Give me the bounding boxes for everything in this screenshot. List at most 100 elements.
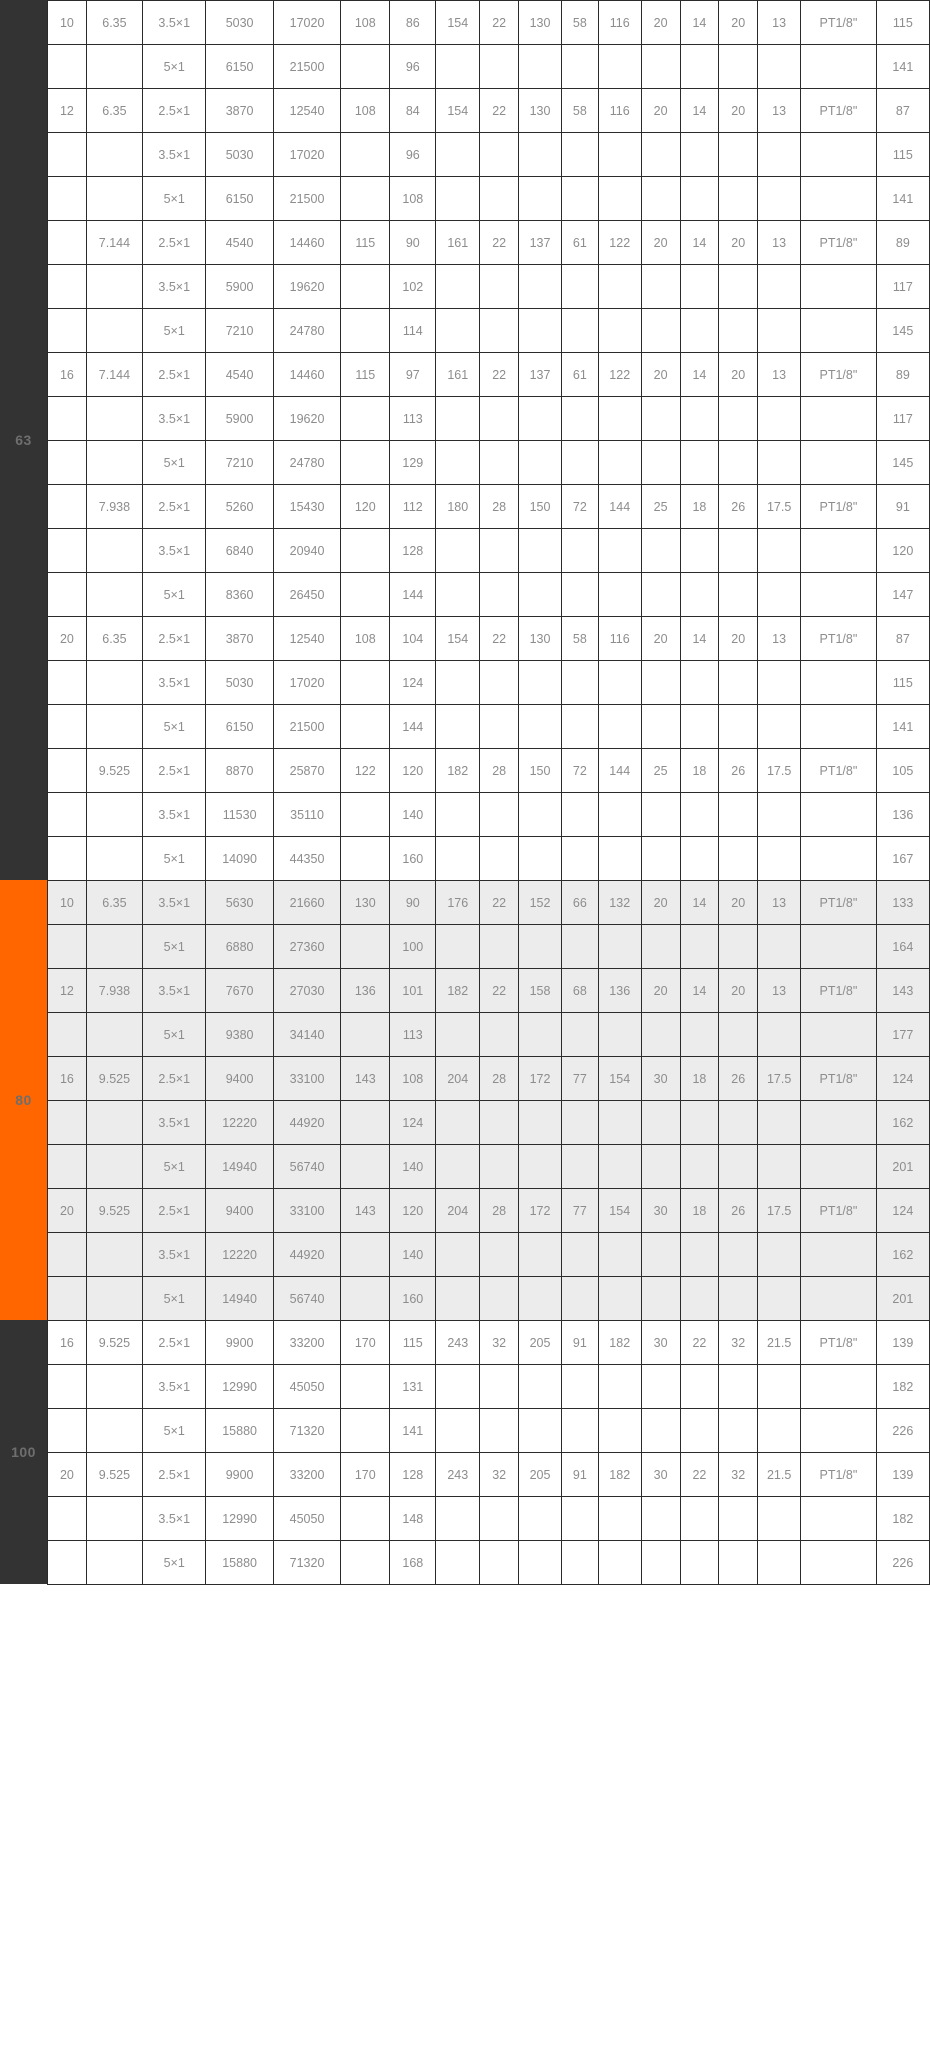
table-cell: 6.35	[85, 616, 144, 661]
table-cell	[757, 792, 802, 837]
table-cell: 162	[875, 1232, 930, 1277]
table-cell: 45050	[272, 1496, 342, 1541]
table-cell	[757, 308, 802, 353]
table-cell: 13	[757, 616, 802, 661]
table-cell	[47, 44, 87, 89]
table-cell	[757, 176, 802, 221]
table-cell	[435, 792, 481, 837]
table-cell: 7.144	[85, 352, 144, 397]
table-cell: 108	[340, 88, 391, 133]
table-cell: 9.525	[85, 748, 144, 793]
table-cell: 137	[518, 352, 562, 397]
table-cell	[800, 1364, 877, 1409]
table-cell	[85, 924, 144, 969]
table-cell: 12220	[205, 1232, 274, 1277]
table-row: 10 6.35 3.5×1 5630 21660 130 90 176 22 152 66 132 20…	[47, 880, 930, 925]
table-cell: 13	[757, 0, 802, 45]
table-cell	[340, 1144, 391, 1189]
table-cell: 26	[718, 1188, 759, 1233]
table-cell: 13	[757, 352, 802, 397]
table-cell: 161	[435, 220, 481, 265]
table-cell: 90	[389, 220, 437, 265]
table-cell: 6.35	[85, 88, 144, 133]
table-cell	[718, 308, 759, 353]
table-cell: 20	[47, 616, 87, 661]
table-cell	[85, 440, 144, 485]
table-cell	[560, 660, 599, 705]
table-cell	[640, 264, 681, 309]
table-cell	[479, 308, 520, 353]
table-row: 5×1 6150 21500 144 141	[47, 704, 930, 749]
table-cell: 6.35	[85, 880, 144, 925]
table-cell	[800, 44, 877, 89]
table-cell	[757, 1232, 802, 1277]
table-cell: 87	[875, 616, 930, 661]
table-cell	[757, 1496, 802, 1541]
table-cell: 32	[718, 1320, 759, 1365]
table-cell: 204	[435, 1188, 481, 1233]
table-cell: 9.525	[85, 1452, 144, 1497]
table-cell: 182	[875, 1496, 930, 1541]
table-cell: 3.5×1	[142, 264, 207, 309]
table-cell	[757, 396, 802, 441]
table-cell	[560, 440, 599, 485]
table-cell	[597, 836, 642, 881]
table-cell: 96	[389, 132, 437, 177]
table-cell	[435, 528, 481, 573]
table-cell: 3.5×1	[142, 1100, 207, 1145]
sidebar-section-63: 63	[0, 0, 47, 880]
table-cell: 20	[640, 616, 681, 661]
table-cell: 7210	[205, 440, 274, 485]
table-cell: 122	[340, 748, 391, 793]
table-cell: 120	[875, 528, 930, 573]
table-cell: 22	[679, 1452, 720, 1497]
table-cell	[640, 396, 681, 441]
table-cell: 182	[597, 1452, 642, 1497]
table-cell: 20	[640, 968, 681, 1013]
table-cell	[718, 924, 759, 969]
table-cell: 58	[560, 88, 599, 133]
table-cell	[47, 484, 87, 529]
table-cell	[560, 1100, 599, 1145]
table-cell: 115	[875, 0, 930, 45]
table-cell	[560, 308, 599, 353]
table-cell: 5×1	[142, 704, 207, 749]
table-cell: PT1/8"	[800, 88, 877, 133]
table-cell: 3.5×1	[142, 132, 207, 177]
table-cell	[679, 1276, 720, 1321]
table-cell	[435, 176, 481, 221]
table-cell	[435, 704, 481, 749]
table-cell: 22	[479, 88, 520, 133]
table-cell	[718, 704, 759, 749]
table-cell	[479, 704, 520, 749]
table-cell	[679, 132, 720, 177]
table-cell	[757, 704, 802, 749]
table-cell	[518, 528, 562, 573]
table-cell	[47, 1232, 87, 1277]
table-cell: 154	[435, 88, 481, 133]
table-row: 5×1 15880 71320 141 226	[47, 1408, 930, 1453]
table-cell: 26	[718, 1056, 759, 1101]
table-cell	[479, 1276, 520, 1321]
table-cell	[640, 440, 681, 485]
table-cell	[435, 264, 481, 309]
table-cell: 20	[718, 220, 759, 265]
table-row: 10 6.35 3.5×1 5030 17020 108 86 154 22 130 58 116 20…	[47, 0, 930, 45]
table-cell: 105	[875, 748, 930, 793]
table-cell	[47, 1540, 87, 1585]
table-cell	[800, 132, 877, 177]
table-cell: 11530	[205, 792, 274, 837]
table-cell: 12	[47, 968, 87, 1013]
table-cell	[640, 1100, 681, 1145]
table-cell: 13	[757, 88, 802, 133]
table-cell	[800, 308, 877, 353]
table-cell: 20	[718, 0, 759, 45]
table-cell: 17020	[272, 132, 342, 177]
table-cell	[47, 1364, 87, 1409]
table-cell	[85, 1496, 144, 1541]
table-cell	[47, 220, 87, 265]
table-cell: 27360	[272, 924, 342, 969]
table-cell	[479, 660, 520, 705]
table-cell: 45050	[272, 1364, 342, 1409]
table-cell	[640, 924, 681, 969]
